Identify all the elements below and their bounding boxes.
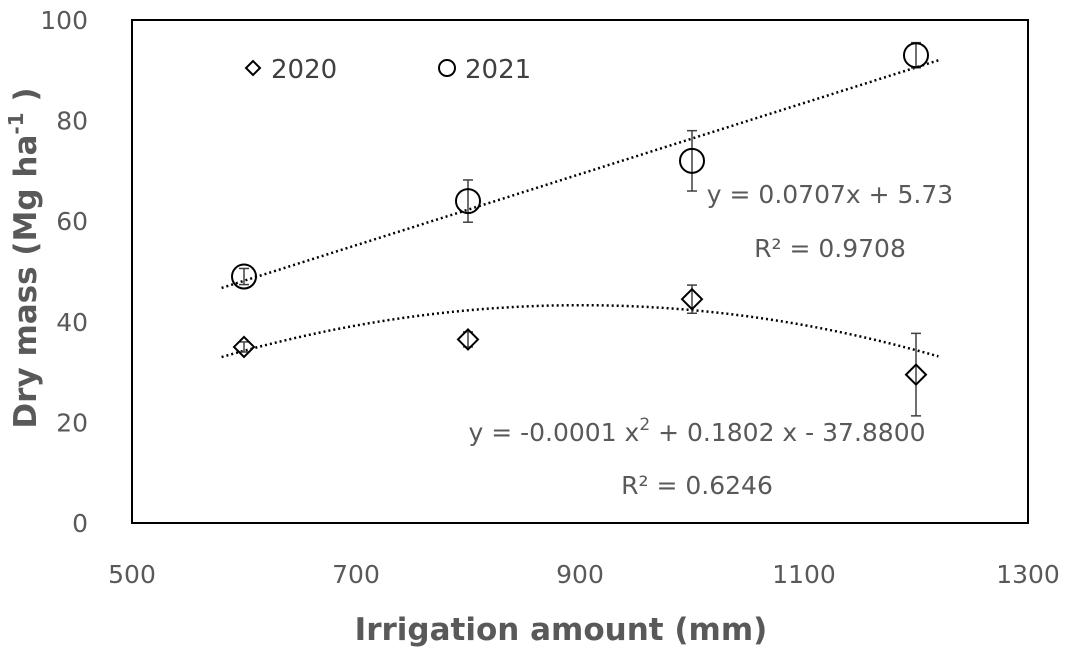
equation-2020-r2: R² = 0.6246 [621,471,773,500]
y-axis-ticks: 0 20 40 60 80 100 [40,6,88,538]
equation-2020-exponent: 2 [639,415,650,435]
legend-label-2021: 2021 [465,55,531,85]
x-tick-label: 900 [556,560,604,589]
equation-2020-prefix: y = -0.0001 x [468,418,639,447]
point-2020 [232,335,256,359]
plot-frame [131,19,1029,524]
x-axis-ticks: 500 700 900 1100 1300 [108,560,1060,589]
point-2020 [904,363,928,387]
equation-2020-formula: y = -0.0001 x2 + 0.1802 x - 37.8800 [468,415,925,447]
point-2020 [680,287,704,311]
data-points [231,42,929,387]
x-tick-label: 1100 [772,560,836,589]
trendline-2020 [221,303,939,359]
equation-2021-formula: y = 0.0707x + 5.73 [707,180,953,209]
y-tick-label: 60 [56,207,88,236]
x-axis-title: Irrigation amount (mm) [355,612,768,648]
trendline-2021 [221,59,939,290]
y-axis-title-exponent: -1 [4,112,28,134]
legend-circle-icon [438,59,456,77]
point-2021 [903,42,929,69]
legend-item-2020: 2020 [244,55,337,85]
y-tick-label: 40 [56,308,88,337]
legend-item-2021: 2021 [438,55,531,85]
y-tick-label: 0 [72,509,88,538]
y-tick-label: 80 [56,107,88,136]
y-axis-title: Dry mass (Mg ha-1 ) [4,87,44,428]
y-axis-title-main: Dry mass (Mg ha [8,135,44,429]
point-2021 [231,263,257,290]
legend-diamond-icon [244,59,262,77]
legend-label-2020: 2020 [271,55,337,85]
x-tick-label: 1300 [996,560,1060,589]
equation-2020-suffix: + 0.1802 x - 37.8800 [650,418,925,447]
point-2021 [455,188,481,215]
trendlines [221,59,939,359]
y-axis-title-end: ) [8,87,44,112]
point-2020 [456,327,480,351]
equation-2021: y = 0.0707x + 5.73 R² = 0.9708 [707,180,953,263]
x-tick-label: 700 [332,560,380,589]
legend: 2020 2021 [244,55,531,85]
equation-2020: y = -0.0001 x2 + 0.1802 x - 37.8800 R² =… [468,415,925,500]
x-tick-label: 500 [108,560,156,589]
point-2021 [679,147,705,174]
y-tick-label: 20 [56,408,88,437]
equation-2021-r2: R² = 0.9708 [754,234,906,263]
y-tick-label: 100 [40,6,88,35]
